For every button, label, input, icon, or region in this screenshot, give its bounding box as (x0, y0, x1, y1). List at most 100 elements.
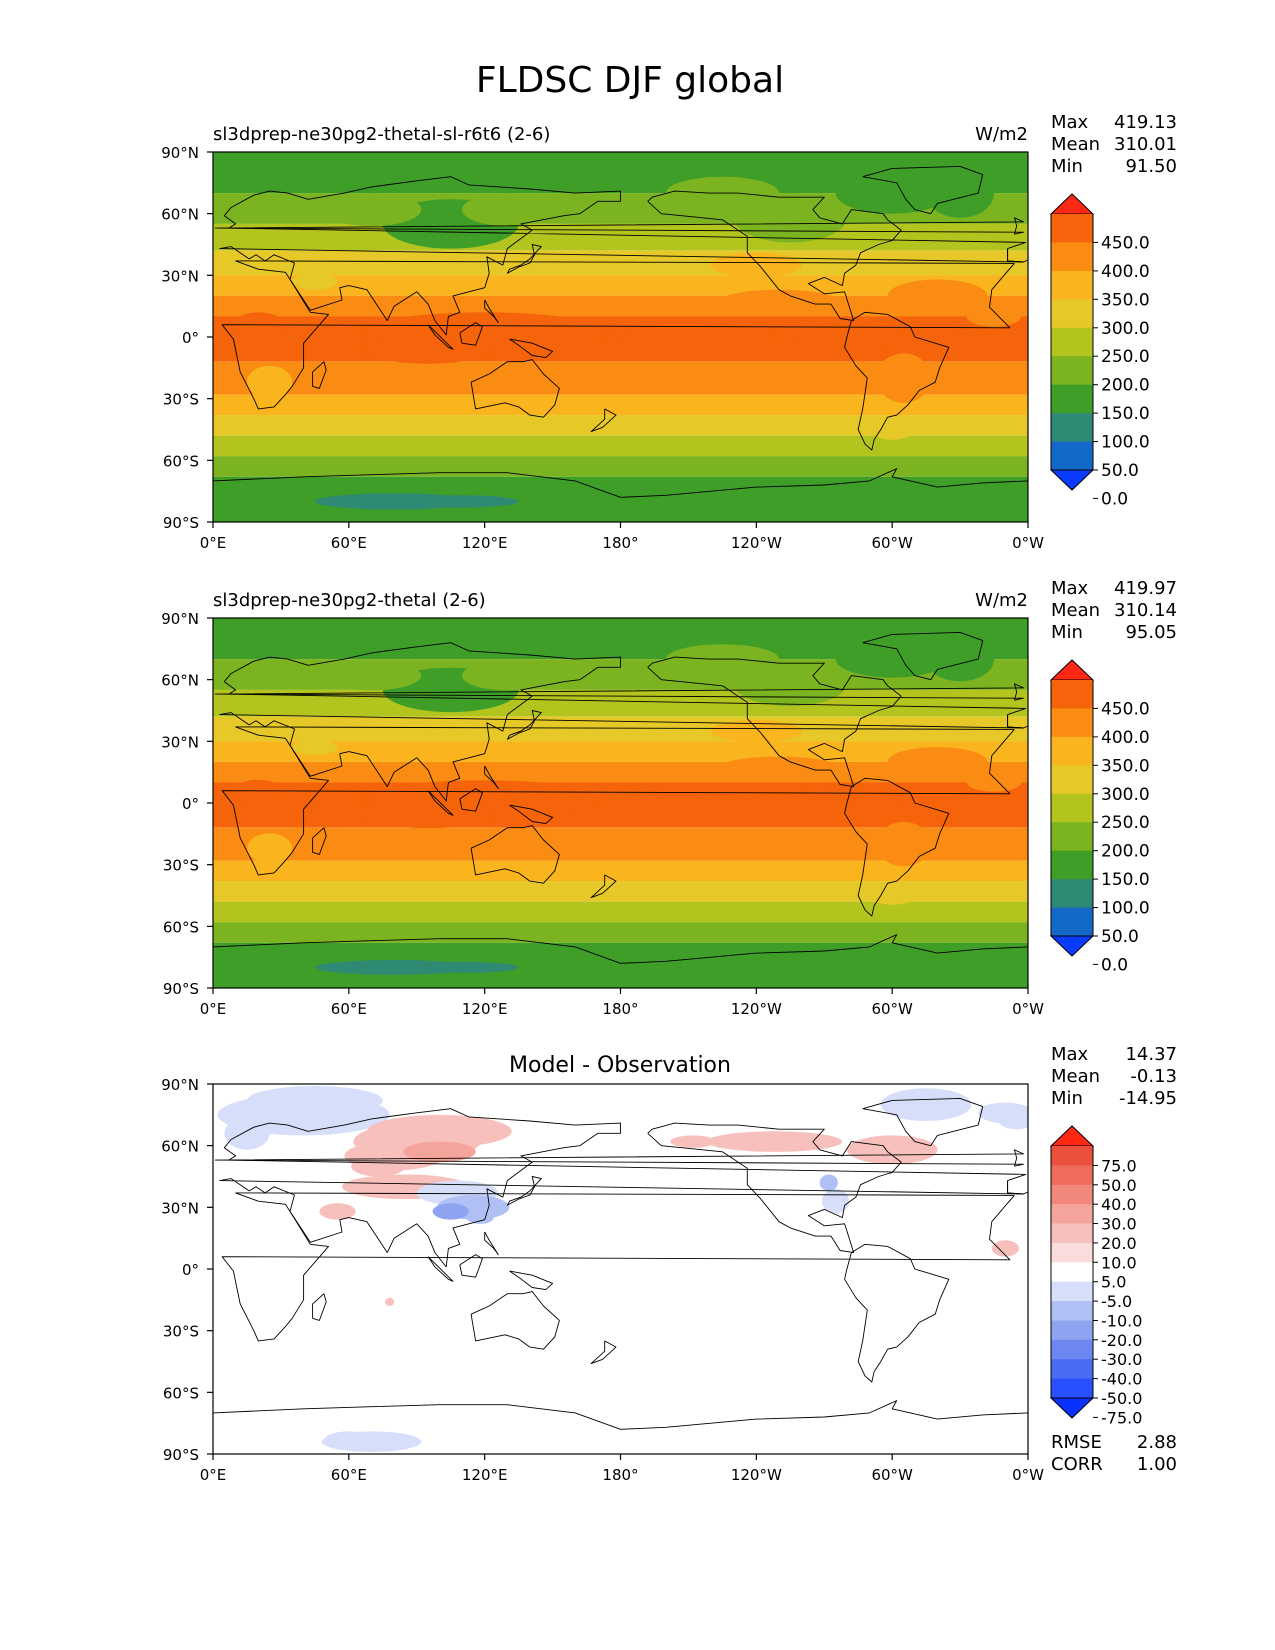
field-region-17 (247, 833, 293, 863)
colorbar-swatch (1051, 1262, 1093, 1283)
diff-region-20 (466, 1211, 494, 1224)
stat-max-label: Max (1051, 578, 1089, 599)
colorbar-label: 250.0 (1101, 813, 1150, 833)
colorbar-label: 150.0 (1101, 870, 1150, 890)
field-band-11 (213, 456, 1028, 477)
x-tick-label: 0°W (1012, 1466, 1044, 1484)
coastline-madagascar (312, 827, 327, 855)
field-region-16 (876, 353, 931, 403)
field-region-20 (292, 740, 338, 755)
field-region-24 (966, 773, 1022, 792)
coastline-europe-main-wrap (1007, 714, 1028, 729)
x-tick-label: 120°E (462, 1466, 508, 1484)
x-tick-label: 180° (602, 1000, 638, 1018)
coastline-australia (470, 825, 560, 884)
colorbar-label: 0.0 (1101, 489, 1128, 509)
y-tick-label: 30°N (161, 733, 199, 751)
field-region-3 (231, 779, 286, 806)
colorbar-swatch (1051, 736, 1093, 766)
colorbar-label: 400.0 (1101, 728, 1150, 748)
coastline-sumatra (427, 1256, 454, 1282)
coastline-philippines (484, 1231, 499, 1256)
colorbar-swatch (1051, 1204, 1093, 1225)
coastline-europe-asia (219, 1108, 1027, 1268)
coastline-north-america (647, 656, 902, 788)
colorbar-swatch (1051, 214, 1093, 243)
colorbar-label: 200.0 (1101, 376, 1150, 396)
colorbar-extend-min (1049, 469, 1095, 491)
field-region-2 (790, 784, 904, 818)
coastline-south-america (844, 311, 950, 451)
diff-region-16 (670, 1135, 716, 1148)
coastline-north-america (647, 190, 902, 322)
field-band-2 (213, 689, 1028, 717)
field-region-19 (217, 232, 300, 249)
stats-box: Max 14.37 Mean -0.13 Min -14.95 (1051, 1044, 1177, 1109)
x-tick-label: 0°W (1012, 534, 1044, 552)
y-tick-label: 0° (182, 329, 199, 347)
stat-mean-value: 310.01 (1114, 134, 1177, 155)
x-tick-label: 0°E (200, 1000, 227, 1018)
map-area (213, 152, 1028, 522)
field-region-7 (462, 660, 553, 691)
coastline-philippines (484, 765, 499, 790)
field-region-8 (321, 193, 422, 226)
colorbar-swatch (1051, 793, 1093, 823)
stat-mean-label: Mean (1051, 134, 1100, 155)
field-region-13 (314, 627, 519, 650)
colorbar-swatch (1051, 680, 1093, 709)
field-region-19 (217, 699, 300, 714)
colorbar-label: -5.0 (1101, 1292, 1132, 1311)
coastline-europe-asia (219, 642, 1027, 802)
y-tick-label: 30°S (163, 391, 199, 409)
colorbar-swatch (1051, 1301, 1093, 1322)
coastline-borneo (459, 322, 483, 346)
x-tick-label: 120°W (731, 1466, 782, 1484)
y-tick-label: 90°N (161, 610, 199, 628)
metric-rmse-label: RMSE (1051, 1432, 1102, 1453)
field-region-3 (231, 312, 286, 342)
stat-max-value: 419.13 (1114, 112, 1177, 133)
colorbar-swatch (1051, 242, 1093, 272)
field-region-11 (926, 636, 995, 682)
colorbar-label: 0.0 (1101, 955, 1128, 975)
colorbar-swatch (1051, 879, 1093, 909)
field-region-6 (412, 690, 467, 710)
coastline-madagascar (312, 361, 327, 389)
field-region-1 (597, 793, 779, 813)
field-region-1 (597, 326, 779, 348)
x-axis: 0°E 60°E 120°E 180° 120°W 60°W 0°W (200, 522, 1044, 552)
x-tick-label: 120°E (462, 534, 508, 552)
colorbar-extend-min (1049, 1397, 1095, 1419)
field-region-8 (321, 660, 422, 691)
colorbar-label: 40.0 (1101, 1195, 1137, 1214)
coastline-africa (221, 726, 1015, 876)
stat-min-label: Min (1051, 1088, 1083, 1109)
colorbar-extend-min (1049, 935, 1095, 957)
field-region-11 (926, 168, 995, 218)
colorbar-label: 350.0 (1101, 756, 1150, 776)
coastline-europe-main-wrap (1007, 248, 1028, 263)
stat-min-label: Min (1051, 622, 1083, 643)
colorbar-swatch (1051, 1146, 1093, 1166)
coastline-south-america (844, 777, 950, 917)
coastline-antarctica (213, 468, 1028, 498)
colorbar-label: 100.0 (1101, 899, 1150, 919)
coastline-philippines (484, 299, 499, 324)
diff-region-9 (403, 1141, 476, 1163)
stat-mean-value: 310.14 (1114, 600, 1177, 621)
colorbar-label: 300.0 (1101, 785, 1150, 805)
y-axis: 90°N 60°N 30°N 0° 30°S 60°S 90°S (161, 1076, 213, 1464)
field-region-24 (966, 306, 1022, 327)
coastline-north-america (647, 1122, 902, 1254)
coastline-greenland (862, 631, 984, 681)
stat-min-value: 91.50 (1125, 156, 1177, 177)
colorbar-swatch (1051, 327, 1093, 357)
x-tick-label: 120°W (731, 534, 782, 552)
colorbar-label: 20.0 (1101, 1234, 1137, 1253)
colorbar-label: 10.0 (1101, 1253, 1137, 1272)
x-tick-label: 60°W (871, 534, 913, 552)
stat-mean-value: -0.13 (1130, 1066, 1177, 1087)
field-region-9 (733, 193, 847, 243)
colorbar-label: 30.0 (1101, 1215, 1137, 1234)
